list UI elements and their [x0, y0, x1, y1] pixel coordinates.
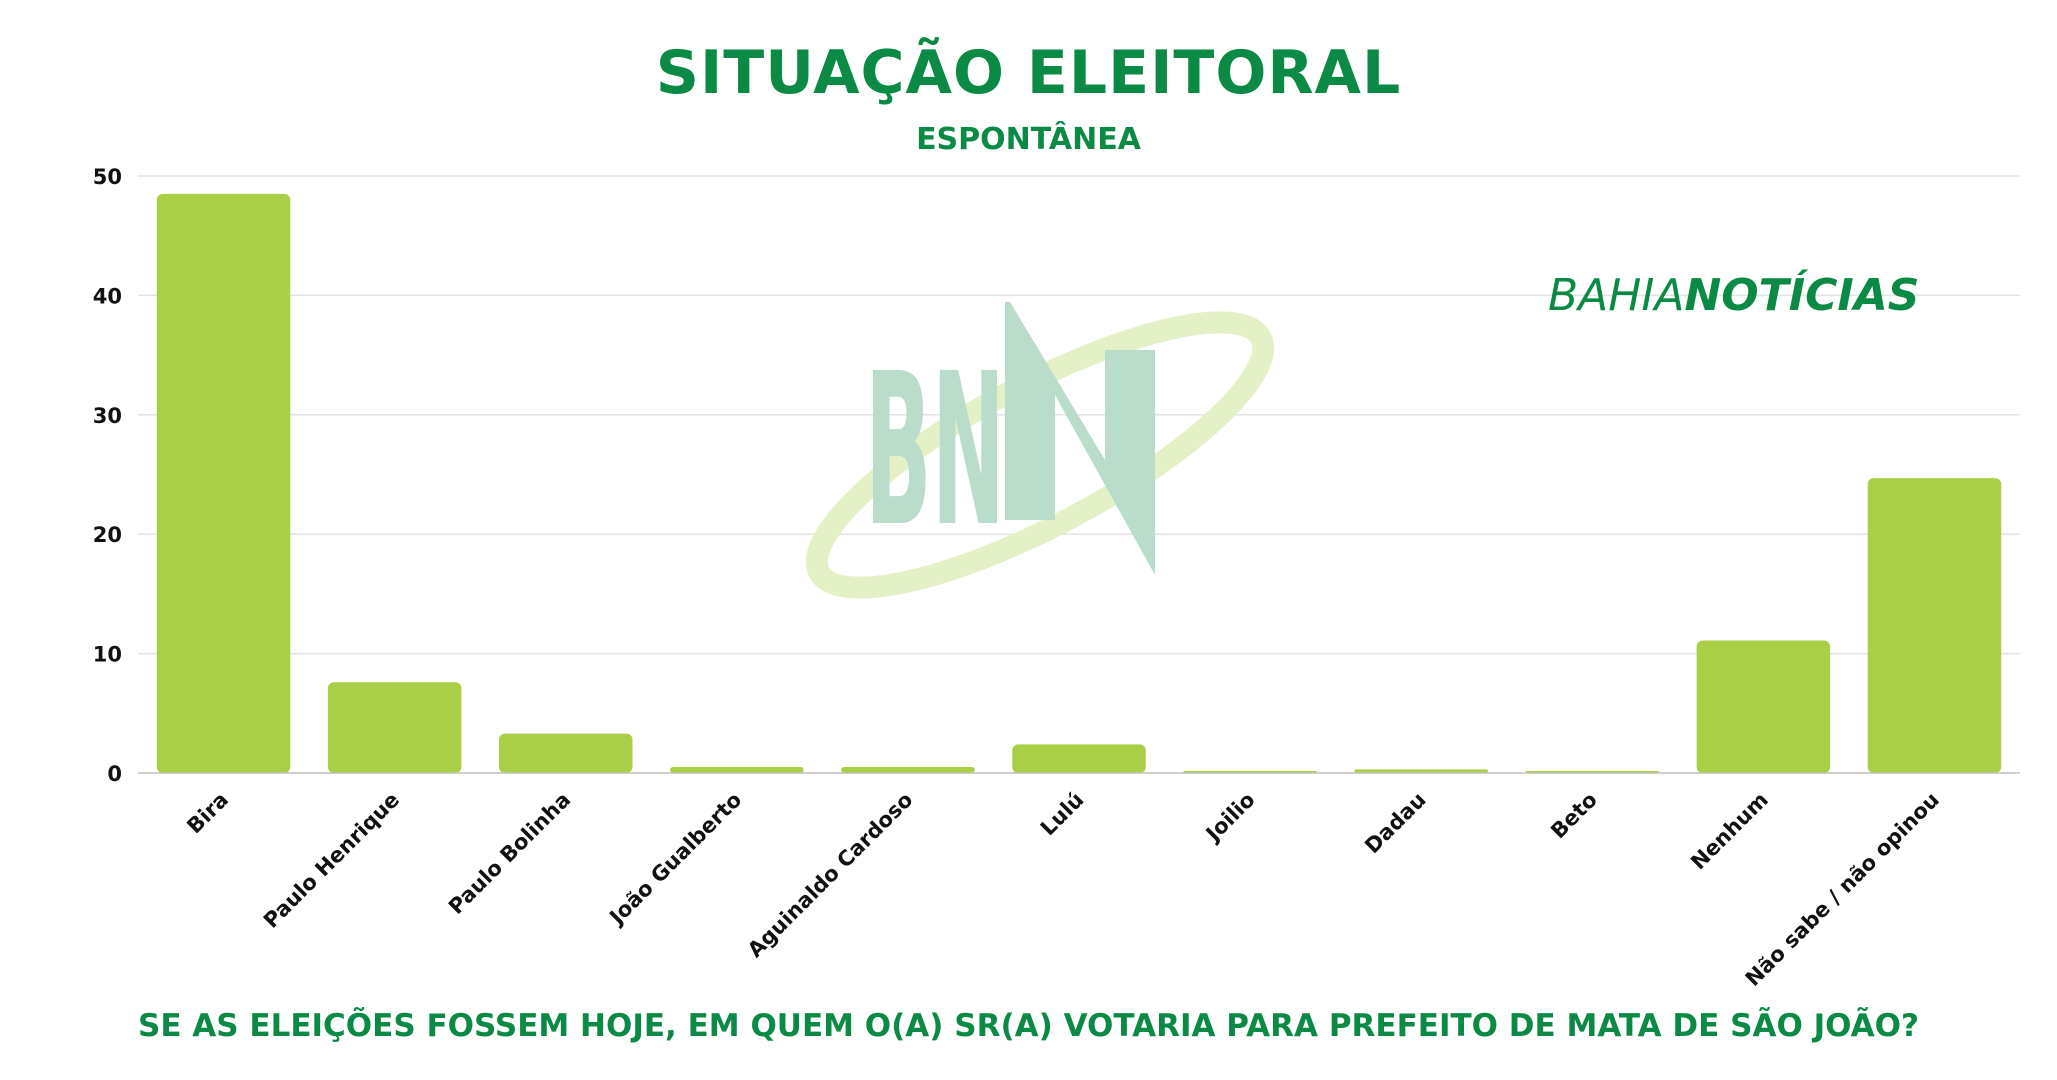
bn-watermark-logo: BN — [805, 302, 1275, 599]
y-tick-label: 10 — [93, 643, 122, 667]
y-tick-label: 0 — [107, 762, 122, 786]
bar-9 — [1696, 640, 1831, 773]
x-category-label: Paulo Henrique — [259, 788, 404, 933]
grid-lines — [138, 175, 2020, 655]
bar-1 — [327, 682, 462, 773]
y-axis-ticks: 0 10 20 30 40 50 — [93, 165, 122, 786]
watermark-letters: BN — [865, 328, 1005, 573]
y-tick-label: 30 — [93, 404, 122, 428]
x-category-label: Paulo Bolinha — [444, 788, 575, 919]
bar-5 — [1012, 744, 1146, 773]
bar-7 — [1354, 769, 1488, 773]
bar-10 — [1867, 478, 2002, 773]
y-tick-label: 40 — [93, 284, 122, 308]
bar-2 — [499, 733, 633, 773]
y-tick-label: 50 — [93, 165, 122, 189]
bars — [156, 193, 2002, 773]
watermark-n-icon — [1005, 302, 1155, 575]
x-category-label: Aguinaldo Cardoso — [743, 788, 918, 963]
x-category-label: Bira — [182, 788, 233, 839]
bar-4 — [841, 767, 975, 773]
x-category-label: Não sabe / não opinou — [1741, 788, 1944, 991]
chart-title: SITUAÇÃO ELEITORAL — [655, 38, 1402, 108]
x-category-label: Beto — [1546, 788, 1602, 844]
x-category-label: João Gualberto — [604, 788, 747, 931]
x-category-label: Dadau — [1360, 788, 1431, 859]
bar-0 — [156, 193, 291, 773]
brand-logo: BAHIANOTÍCIAS — [1548, 268, 1919, 321]
brand-logo-part2: NOTÍCIAS — [1684, 268, 1919, 321]
x-category-label: Lulú — [1036, 788, 1089, 841]
chart-subtitle: ESPONTÂNEA — [916, 122, 1141, 157]
x-axis-labels: Bira Paulo Henrique Paulo Bolinha João Gual… — [182, 788, 1944, 991]
y-tick-label: 20 — [93, 523, 122, 547]
x-category-label: Joilio — [1200, 788, 1260, 848]
svg-text:BAHIANOTÍCIAS: BAHIANOTÍCIAS — [1548, 268, 1919, 321]
survey-question: SE AS ELEIÇÕES FOSSEM HOJE, EM QUEM O(A)… — [138, 1008, 1919, 1044]
bar-3 — [670, 767, 804, 773]
x-category-label: Nenhum — [1686, 788, 1773, 875]
brand-logo-part1: BAHIA — [1548, 270, 1684, 321]
